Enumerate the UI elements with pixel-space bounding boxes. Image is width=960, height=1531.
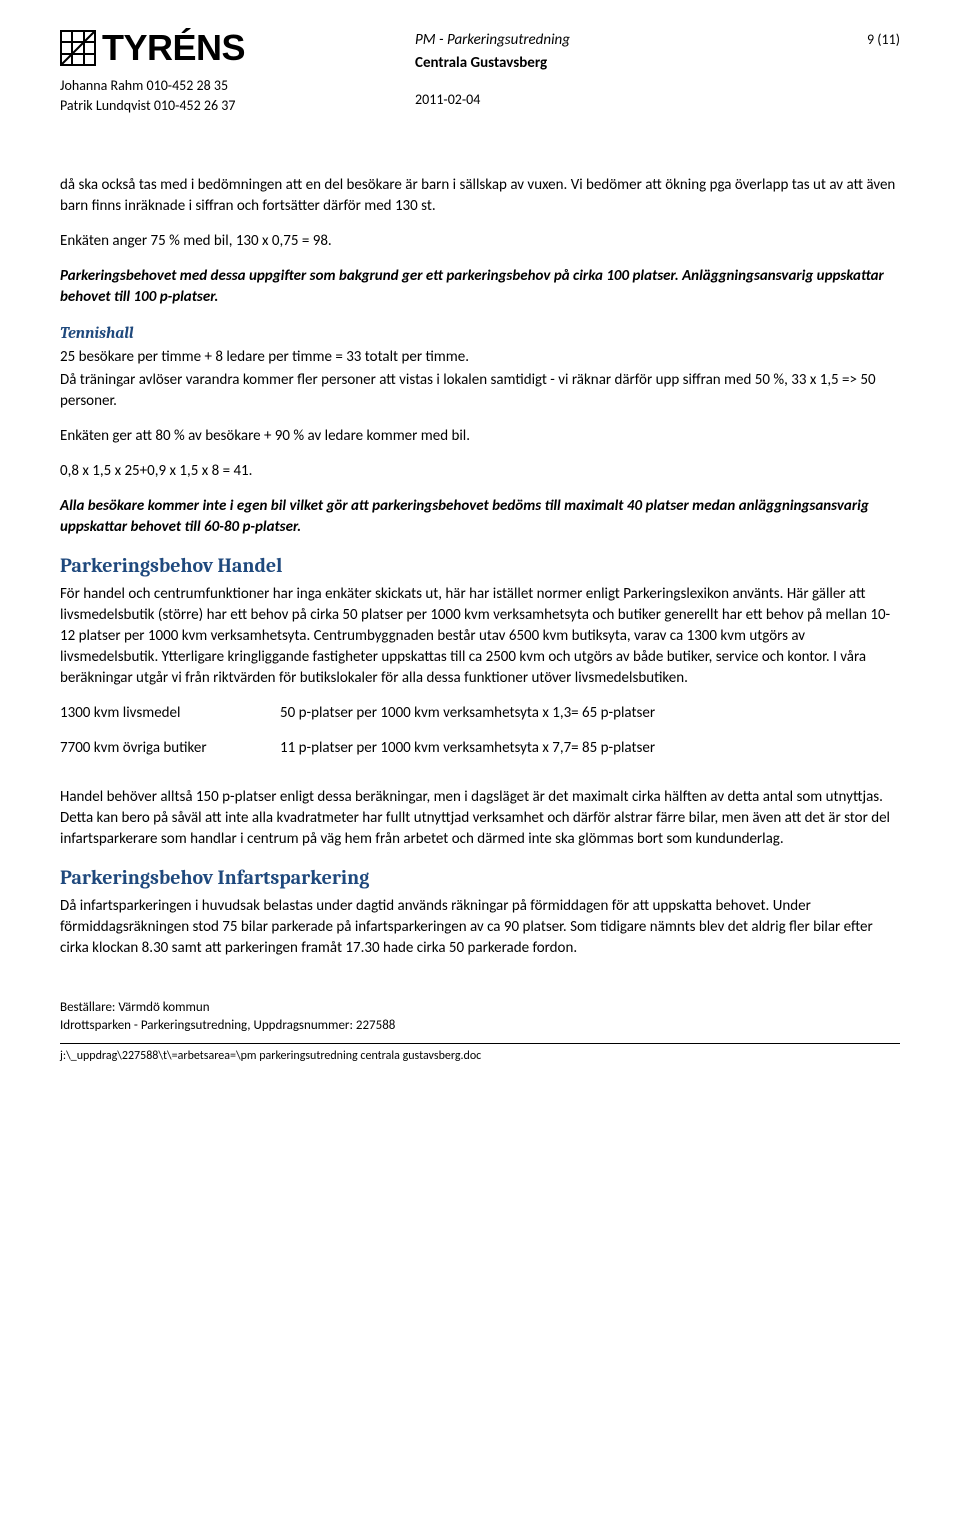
header-right: 9 (11) (840, 30, 900, 50)
contact-line-2: Patrik Lundqvist 010-452 26 37 (60, 96, 245, 116)
footer-client: Beställare: Värmdö kommun (60, 999, 900, 1017)
paragraph: då ska också tas med i bedömningen att e… (60, 175, 900, 217)
heading-infart: Parkeringsbehov Infartsparkering (60, 864, 900, 892)
page-footer: Beställare: Värmdö kommun Idrottsparken … (60, 999, 900, 1065)
document-body: då ska också tas med i bedömningen att e… (60, 175, 900, 958)
calc-value: 50 p-platser per 1000 kvm verksamhetsyta… (280, 703, 655, 738)
calc-label: 1300 kvm livsmedel (60, 703, 280, 738)
paragraph-emphasis: Alla besökare kommer inte i egen bil vil… (60, 496, 900, 538)
calc-table: 1300 kvm livsmedel 50 p-platser per 1000… (60, 703, 655, 773)
paragraph: Då infartsparkeringen i huvudsak belasta… (60, 896, 900, 959)
contact-line-1: Johanna Rahm 010-452 28 35 (60, 76, 245, 96)
paragraph: Enkäten anger 75 % med bil, 130 x 0,75 =… (60, 231, 900, 252)
calc-value: 11 p-platser per 1000 kvm verksamhetsyta… (280, 738, 655, 773)
heading-tennishall: Tennishall (60, 322, 900, 344)
doc-subtitle: Centrala Gustavsberg (415, 53, 840, 74)
paragraph: Då träningar avlöser varandra kommer fle… (60, 370, 900, 412)
header-left: TYRÉNS Johanna Rahm 010-452 28 35 Patrik… (60, 30, 245, 115)
paragraph: 25 besökare per timme + 8 ledare per tim… (60, 347, 900, 368)
logo: TYRÉNS (60, 30, 245, 66)
calc-row: 7700 kvm övriga butiker 11 p-platser per… (60, 738, 655, 773)
paragraph: 0,8 x 1,5 x 25+0,9 x 1,5 x 8 = 41. (60, 461, 900, 482)
doc-date: 2011-02-04 (415, 90, 840, 110)
paragraph-emphasis: Parkeringsbehovet med dessa uppgifter so… (60, 266, 900, 308)
doc-title: PM - Parkeringsutredning (415, 30, 840, 51)
footer-project: Idrottsparken - Parkeringsutredning, Upp… (60, 1017, 900, 1035)
footer-filepath: j:\_uppdrag\227588\t\=arbetsarea=\pm par… (60, 1048, 900, 1065)
calc-label: 7700 kvm övriga butiker (60, 738, 280, 773)
paragraph: För handel och centrumfunktioner har ing… (60, 584, 900, 689)
tyrens-logo-icon (60, 30, 96, 66)
footer-divider (60, 1043, 900, 1044)
calc-row: 1300 kvm livsmedel 50 p-platser per 1000… (60, 703, 655, 738)
page-number: 9 (11) (840, 30, 900, 50)
page-header: TYRÉNS Johanna Rahm 010-452 28 35 Patrik… (60, 30, 900, 115)
paragraph: Enkäten ger att 80 % av besökare + 90 % … (60, 426, 900, 447)
logo-text: TYRÉNS (102, 30, 245, 66)
paragraph: Handel behöver alltså 150 p-platser enli… (60, 787, 900, 850)
heading-handel: Parkeringsbehov Handel (60, 552, 900, 580)
header-center: PM - Parkeringsutredning Centrala Gustav… (245, 30, 840, 110)
contact-info: Johanna Rahm 010-452 28 35 Patrik Lundqv… (60, 76, 245, 115)
